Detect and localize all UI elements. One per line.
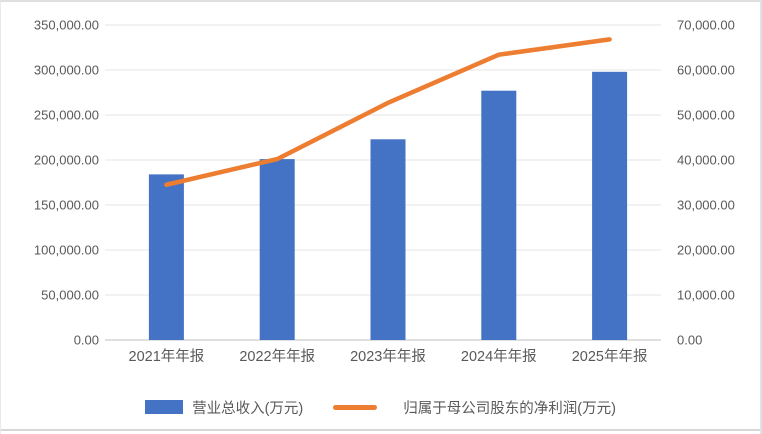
svg-text:2022年年报: 2022年年报 (239, 348, 315, 365)
bottom-divider (1, 429, 760, 431)
svg-text:300,000.00: 300,000.00 (34, 63, 99, 78)
svg-text:50,000.00: 50,000.00 (41, 288, 99, 303)
svg-text:200,000.00: 200,000.00 (34, 153, 99, 168)
svg-text:60,000.00: 60,000.00 (677, 63, 735, 78)
svg-text:2025年年报: 2025年年报 (572, 348, 648, 365)
svg-text:10,000.00: 10,000.00 (677, 288, 735, 303)
legend: 营业总收入(万元) 归属于母公司股东的净利润(万元) (1, 397, 760, 417)
svg-text:0.00: 0.00 (677, 333, 702, 348)
svg-text:0.00: 0.00 (74, 333, 99, 348)
legend-line-label: 归属于母公司股东的净利润(万元) (403, 400, 616, 417)
svg-text:350,000.00: 350,000.00 (34, 18, 99, 33)
svg-text:70,000.00: 70,000.00 (677, 18, 735, 33)
svg-text:2021年年报: 2021年年报 (129, 348, 205, 365)
svg-text:2024年年报: 2024年年报 (461, 348, 537, 365)
svg-text:2023年年报: 2023年年报 (350, 348, 426, 365)
legend-bar-label: 营业总收入(万元) (192, 400, 304, 417)
svg-text:100,000.00: 100,000.00 (34, 243, 99, 258)
legend-line-swatch (333, 404, 378, 410)
svg-text:20,000.00: 20,000.00 (677, 243, 735, 258)
svg-text:40,000.00: 40,000.00 (677, 153, 735, 168)
svg-text:250,000.00: 250,000.00 (34, 108, 99, 123)
svg-text:30,000.00: 30,000.00 (677, 198, 735, 213)
svg-text:150,000.00: 150,000.00 (34, 198, 99, 213)
svg-text:50,000.00: 50,000.00 (677, 108, 735, 123)
legend-bar-swatch (145, 400, 184, 414)
